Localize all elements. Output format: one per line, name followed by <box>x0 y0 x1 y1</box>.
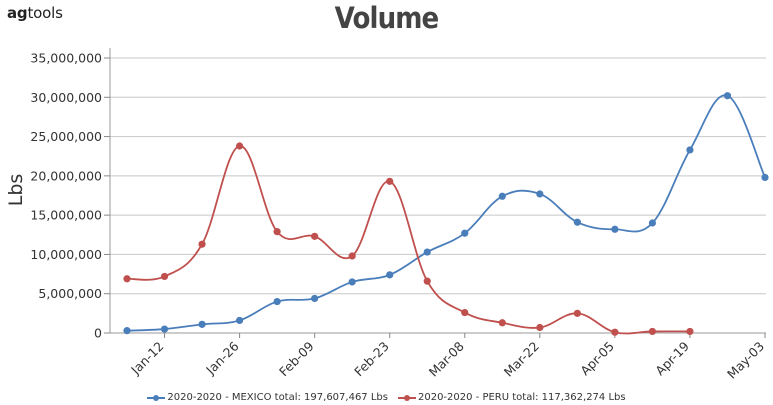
y-axis-label: Lbs <box>5 174 27 207</box>
y-tick-label: 35,000,000 <box>30 51 102 66</box>
data-point <box>498 319 506 327</box>
y-tick-label: 25,000,000 <box>30 129 102 144</box>
data-point <box>648 327 657 336</box>
legend-label: 2020-2020 - MEXICO total: 197,607,467 Lb… <box>167 392 388 403</box>
data-point <box>686 327 694 336</box>
y-tick-label: 30,000,000 <box>30 90 102 105</box>
data-point <box>311 294 319 303</box>
legend-item[interactable]: 2020-2020 - MEXICO total: 197,607,467 Lb… <box>147 392 388 403</box>
series-1 <box>123 142 694 336</box>
data-point <box>348 278 356 286</box>
data-point <box>423 277 431 285</box>
y-tick-label: 10,000,000 <box>30 247 102 262</box>
data-point <box>686 146 694 154</box>
legend: 2020-2020 - MEXICO total: 197,607,467 Lb… <box>0 392 773 403</box>
data-point <box>311 232 319 240</box>
data-point <box>386 177 394 185</box>
data-point <box>123 275 131 283</box>
brand-logo-part2: tools <box>27 4 63 22</box>
data-point <box>611 328 619 336</box>
data-point <box>235 316 244 325</box>
data-point <box>123 327 131 335</box>
data-point <box>723 92 732 100</box>
data-point <box>386 271 394 279</box>
series-line <box>126 94 766 332</box>
series <box>123 92 769 336</box>
y-tick-label: 5,000,000 <box>38 286 102 301</box>
data-point <box>235 142 244 150</box>
x-tick-labels: Jan-12 Jan-26 Feb-09 Feb-23 Mar-08 Mar-22 Apr-… <box>127 338 767 381</box>
x-tick-label: Jan-26 <box>202 338 241 377</box>
y-tick-label: 20,000,000 <box>30 168 102 183</box>
legend-label: 2020-2020 - PERU total: 117,362,274 Lbs <box>417 392 626 403</box>
data-point <box>461 229 469 237</box>
data-point <box>498 192 506 200</box>
x-tick-label: Apr-19 <box>652 338 692 378</box>
data-point <box>273 297 281 306</box>
x-tick-label: Apr-05 <box>577 339 617 379</box>
data-point <box>611 225 619 233</box>
data-point <box>761 173 769 182</box>
y-tick-label: 15,000,000 <box>30 208 102 223</box>
series-0 <box>123 92 769 335</box>
data-point <box>348 252 356 260</box>
x-tick-label: Feb-09 <box>276 338 317 379</box>
legend-swatch-dot <box>153 394 160 401</box>
legend-swatch-dot <box>403 394 410 401</box>
data-point <box>573 218 581 226</box>
data-point <box>423 248 431 256</box>
line-chart: 0 5,000,000 10,000,000 15,000,000 20,000,000… <box>5 48 769 382</box>
data-point <box>160 272 169 281</box>
brand-logo-part1: ag <box>7 4 28 22</box>
data-point <box>648 219 657 227</box>
grid-lines <box>110 57 766 334</box>
data-point <box>573 309 581 317</box>
legend-item[interactable]: 2020-2020 - PERU total: 117,362,274 Lbs <box>397 392 626 403</box>
chart-title: Volume <box>334 1 440 35</box>
x-tick-label: May-03 <box>724 339 767 382</box>
data-point <box>198 320 206 328</box>
data-point <box>536 323 544 332</box>
y-tick-label: 0 <box>94 326 102 341</box>
legend-swatch <box>147 394 166 402</box>
data-point <box>536 190 544 198</box>
x-tick-label: Jan-12 <box>127 339 166 378</box>
brand-logo: agtools <box>7 4 63 22</box>
axes <box>104 48 766 338</box>
data-point <box>273 228 281 236</box>
legend-swatch <box>397 394 416 402</box>
data-point <box>461 308 469 317</box>
x-tick-label: Mar-08 <box>426 338 467 379</box>
data-point <box>198 240 206 248</box>
x-tick-label: Feb-23 <box>351 339 392 380</box>
data-point <box>160 325 169 333</box>
y-tick-labels: 0 5,000,000 10,000,000 15,000,000 20,000,000… <box>30 51 102 341</box>
x-tick-label: Mar-22 <box>501 339 542 380</box>
series-line <box>126 145 690 335</box>
